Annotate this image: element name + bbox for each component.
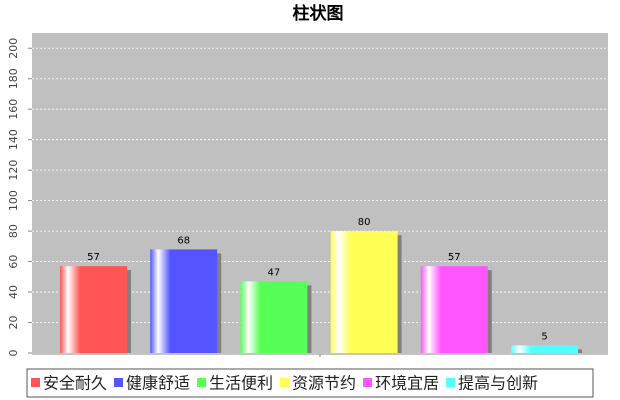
legend-swatch	[114, 378, 124, 387]
y-tick-label: 120	[7, 160, 20, 181]
y-tick-label: 60	[7, 255, 20, 269]
legend-label: 提高与创新	[458, 374, 538, 393]
y-tick-label: 20	[7, 316, 20, 330]
bar	[150, 249, 218, 353]
value-label: 57	[448, 252, 461, 263]
value-label: 47	[268, 267, 281, 278]
value-label: 57	[87, 252, 100, 263]
legend-label: 生活便利	[209, 374, 273, 393]
legend-swatch	[197, 378, 207, 387]
legend-label: 环境宜居	[375, 374, 439, 393]
legend-swatch	[280, 378, 290, 387]
y-tick-label: 0	[7, 350, 20, 357]
y-tick-label: 80	[7, 224, 20, 238]
y-tick-label: 180	[7, 68, 20, 89]
legend-swatch	[31, 378, 40, 387]
legend-label: 健康舒适	[126, 374, 190, 393]
bar	[60, 266, 127, 353]
value-label: 68	[177, 235, 190, 246]
y-tick-label: 140	[7, 129, 20, 150]
chart-title: 柱状图	[293, 3, 344, 24]
value-label: 80	[358, 217, 371, 228]
bar	[330, 231, 398, 353]
legend-swatch	[363, 378, 373, 387]
legend-swatch	[446, 378, 456, 387]
legend-label: 安全耐久	[43, 374, 107, 393]
value-label: 5	[541, 331, 547, 342]
legend-label: 资源节约	[292, 374, 356, 393]
y-tick-label: 200	[7, 38, 20, 59]
y-tick-label: 40	[7, 285, 20, 299]
y-tick-label: 160	[7, 99, 20, 120]
bar	[420, 266, 488, 353]
bar	[511, 345, 578, 353]
bar	[240, 281, 308, 353]
y-tick-label: 100	[7, 190, 20, 211]
